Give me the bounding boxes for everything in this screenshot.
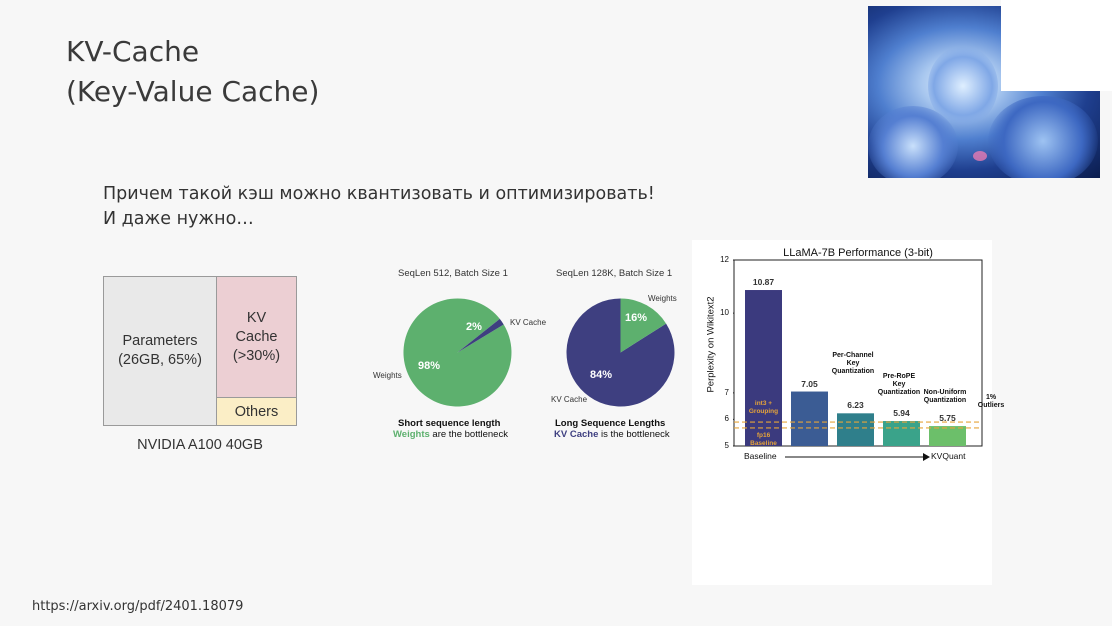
kv-block-line2: Cache bbox=[235, 328, 278, 345]
bar-note-line: Outliers bbox=[977, 402, 1005, 410]
y-tick-label: 12 bbox=[720, 255, 729, 264]
y-tick-label: 10 bbox=[720, 308, 729, 318]
bar-note-line: Quantization bbox=[923, 397, 967, 405]
slide-title-line1: KV-Cache bbox=[66, 35, 200, 68]
reference-line-text: Grouping bbox=[748, 408, 779, 416]
bar-note-label: 1% Outliers bbox=[960, 394, 1022, 410]
bar-note-line: Quantization bbox=[831, 367, 875, 375]
bar-value-label: 7.05 bbox=[801, 378, 818, 389]
x-axis-label-kvquant: KVQuant bbox=[931, 451, 966, 461]
pie-long-caption: KV Cache is the bottleneck bbox=[554, 429, 670, 440]
pie-short-weights-label: Weights bbox=[373, 371, 402, 380]
reference-line-label: int3 + Grouping bbox=[744, 400, 784, 416]
bar-note-line: Key bbox=[892, 381, 906, 389]
pie-long-caption-colored: KV Cache bbox=[554, 429, 599, 440]
pie-long-caption-bold: Long Sequence Lengths bbox=[555, 418, 666, 429]
parameters-detail: (26GB, 65%) bbox=[118, 352, 202, 368]
subtitle-line1: Причем такой кэш можно квантизовать и оп… bbox=[103, 184, 655, 204]
reference-line-label: fp16 Baseline bbox=[744, 432, 784, 448]
pie-short-caption: Weights are the bottleneck bbox=[393, 429, 508, 440]
pie-short-kv-slice bbox=[457, 318, 504, 353]
bar-note-label: Pre-RoPE Key Quantization bbox=[868, 373, 930, 397]
chart-title: LLaMA-7B Performance (3-bit) bbox=[783, 247, 933, 259]
y-tick-label: 6 bbox=[724, 414, 729, 424]
pie-long-caption-rest: is the bottleneck bbox=[601, 429, 670, 440]
pie-long-weights-pct: 16% bbox=[625, 312, 648, 324]
pie-long-kv-pct: 84% bbox=[590, 369, 613, 381]
pie-long-kv-slice bbox=[566, 298, 675, 407]
kv-block-line1: KV bbox=[246, 309, 267, 326]
bar-chart-plot bbox=[733, 259, 983, 447]
pie-short-kv-pct: 2% bbox=[466, 321, 482, 333]
bar-value-label: 10.87 bbox=[752, 277, 775, 288]
bar-4 bbox=[929, 426, 966, 446]
pie-short-caption-colored: Weights bbox=[393, 429, 430, 440]
bar-note-line: Per-Channel bbox=[832, 351, 874, 359]
reference-line-text: Baseline bbox=[750, 439, 777, 447]
pie-short-caption-rest: are the bottleneck bbox=[432, 429, 508, 440]
pie-short-chart bbox=[403, 298, 512, 407]
memory-breakdown-diagram: Parameters (26GB, 65%) KV Cache (>30%) O… bbox=[103, 276, 297, 426]
y-tick-label: 7 bbox=[724, 387, 729, 397]
reference-line-text: int3 + bbox=[754, 400, 773, 408]
parameters-block: Parameters (26GB, 65%) bbox=[104, 277, 217, 425]
y-tick-label: 5 bbox=[724, 441, 729, 450]
pie-short-weights-pct: 98% bbox=[418, 360, 441, 372]
bar-3 bbox=[883, 421, 920, 446]
bar-note-label: Non-Uniform Quantization bbox=[914, 389, 976, 405]
slide-title: KV-Cache (Key-Value Cache) bbox=[66, 32, 319, 112]
bar-note-line: Non-Uniform bbox=[923, 389, 967, 397]
x-axis-label-baseline: Baseline bbox=[744, 451, 777, 461]
bar-value-label: 5.75 bbox=[939, 413, 956, 424]
bar-0 bbox=[745, 290, 782, 446]
x-axis-arrow bbox=[785, 453, 930, 461]
thumbnail-overlay bbox=[1001, 0, 1112, 91]
bar-note-label: Per-Channel Key Quantization bbox=[822, 352, 884, 376]
pie-short-kv-label: KV Cache bbox=[510, 318, 547, 327]
bar-note-line: Quantization bbox=[877, 389, 921, 397]
kv-block-line3: (>30%) bbox=[232, 347, 281, 364]
bar-1 bbox=[791, 391, 828, 446]
reference-line-text: fp16 bbox=[756, 431, 771, 439]
bar-value-label: 6.23 bbox=[847, 400, 864, 411]
pie-short-weights-slice bbox=[403, 298, 512, 407]
parameters-label: Parameters bbox=[122, 333, 198, 349]
slide-subtitle: Причем такой кэш можно квантизовать и оп… bbox=[103, 182, 655, 232]
pie-long-weights-slice bbox=[620, 298, 667, 353]
pie-long-chart bbox=[566, 298, 675, 407]
source-url: https://arxiv.org/pdf/2401.18079 bbox=[32, 599, 244, 614]
bar-note-line: Pre-RoPE bbox=[882, 373, 916, 381]
kv-cache-block: KV Cache (>30%) bbox=[217, 277, 296, 398]
pie-long-title: SeqLen 128K, Batch Size 1 bbox=[556, 268, 673, 279]
pie-short-title: SeqLen 512, Batch Size 1 bbox=[398, 268, 508, 279]
subtitle-line2: И даже нужно… bbox=[103, 209, 254, 229]
bar-note-line: Key bbox=[846, 359, 860, 367]
pie-short-caption-bold: Short sequence length bbox=[398, 418, 501, 429]
slide-title-line2: (Key-Value Cache) bbox=[66, 75, 320, 108]
bar-2 bbox=[837, 413, 874, 446]
pie-long-weights-label: Weights bbox=[648, 294, 677, 303]
pie-long-kv-label: KV Cache bbox=[551, 395, 588, 404]
bar-value-label: 5.94 bbox=[893, 408, 910, 419]
bar-note-line: 1% bbox=[985, 394, 997, 402]
memory-diagram-caption: NVIDIA A100 40GB bbox=[137, 437, 263, 453]
others-block: Others bbox=[217, 398, 296, 425]
